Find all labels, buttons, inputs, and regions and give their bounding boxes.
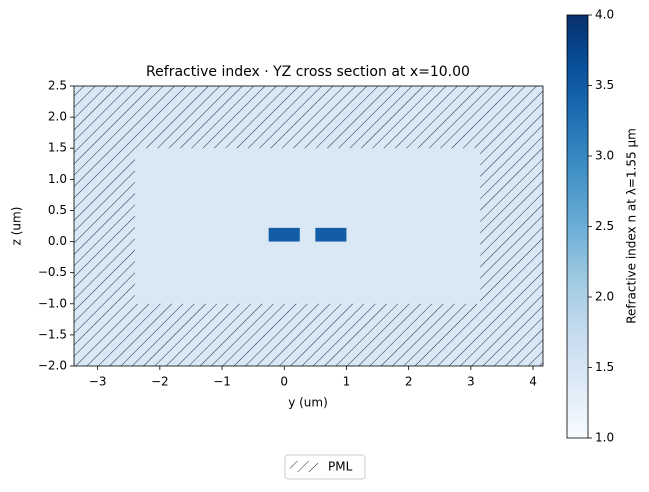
legend: PML (284, 454, 366, 480)
legend-label: PML (328, 460, 353, 474)
colorbar-tick-label: 3.0 (595, 149, 614, 163)
x-tick-label: 3 (467, 375, 475, 389)
y-tick-label: 2.0 (48, 110, 67, 124)
y-axis-label: z (um) (10, 207, 24, 246)
x-axis-label: y (um) (288, 396, 328, 410)
x-tick-label: 4 (529, 375, 537, 389)
y-tick-label: −1.5 (38, 327, 67, 341)
y-tick-label: 1.5 (48, 141, 67, 155)
colorbar-tick-label: 4.0 (595, 8, 614, 22)
chart-title: Refractive index · YZ cross section at x… (146, 64, 470, 80)
colorbar-label: Refractive index n at λ=1.55 μm (625, 128, 639, 324)
y-tick-label: 0.5 (48, 203, 67, 217)
colorbar-tick-label: 1.0 (595, 431, 614, 445)
y-tick-label: 0.0 (48, 234, 67, 248)
colorbar-tick-label: 2.5 (595, 219, 614, 233)
x-tick-label: −3 (89, 375, 107, 389)
x-tick-label: 1 (343, 375, 351, 389)
colorbar-tick-label: 3.5 (595, 78, 614, 92)
x-tick-label: −1 (213, 375, 231, 389)
axes-frame (73, 85, 544, 367)
x-tick-label: −2 (151, 375, 169, 389)
y-tick-label: −0.5 (38, 265, 67, 279)
legend-swatch-hatch (290, 461, 318, 472)
colorbar-tick-label: 1.5 (595, 360, 614, 374)
colorbar (566, 14, 589, 439)
x-tick-label: 0 (280, 375, 288, 389)
y-tick-label: −1.0 (38, 296, 67, 310)
material-region (268, 227, 300, 242)
x-tick-label: 2 (405, 375, 413, 389)
y-tick-label: 1.0 (48, 172, 67, 186)
y-tick-label: −2.0 (38, 359, 67, 373)
colorbar-tick-label: 2.0 (595, 290, 614, 304)
y-tick-label: 2.5 (48, 79, 67, 93)
material-region (134, 148, 481, 304)
material-region (315, 227, 347, 242)
